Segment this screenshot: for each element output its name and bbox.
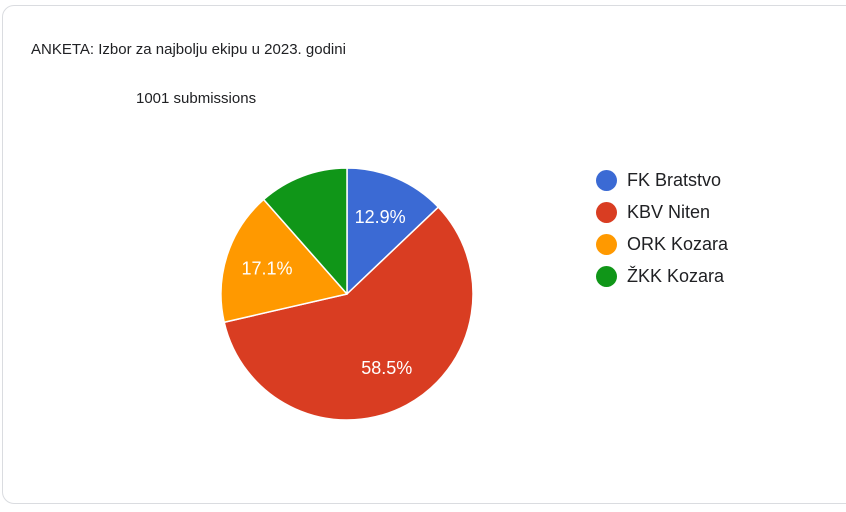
pie-slice-2 [220, 198, 348, 324]
pie-slice-1 [223, 206, 474, 421]
pie-chart: 12.9% 58.5% 17.1% [197, 144, 497, 444]
legend-color-dot-icon [596, 265, 617, 287]
pie-slice-label-0: 12.9% [355, 207, 406, 227]
survey-title: ANKETA: Izbor za najbolju ekipu u 2023. … [31, 41, 346, 58]
pie-slice-3 [262, 167, 348, 295]
results-card: ANKETA: Izbor za najbolju ekipu u 2023. … [2, 5, 846, 504]
pie-slice-label-2: 17.1% [241, 258, 292, 278]
legend-color-dot-icon [596, 201, 617, 223]
chart-legend: FK Bratstvo KBV Niten ORK Kozara ŽKK Kozara [596, 164, 728, 292]
legend-label: ORK Kozara [627, 233, 729, 254]
pie-slice-0 [346, 167, 440, 295]
legend-item-0: FK Bratstvo [596, 164, 728, 196]
legend-label: FK Bratstvo [627, 169, 722, 190]
pie-chart-svg: 12.9% 58.5% 17.1% [220, 167, 474, 421]
submissions-count: 1001 submissions [136, 90, 257, 107]
legend-item-2: ORK Kozara [596, 228, 728, 260]
legend-item-1: KBV Niten [596, 196, 728, 228]
legend-color-dot-icon [596, 233, 617, 255]
pie-slice-label-1: 58.5% [361, 358, 412, 378]
legend-label: KBV Niten [627, 201, 711, 222]
legend-item-3: ŽKK Kozara [596, 260, 728, 292]
legend-color-dot-icon [596, 169, 617, 191]
legend-label: ŽKK Kozara [627, 265, 725, 286]
